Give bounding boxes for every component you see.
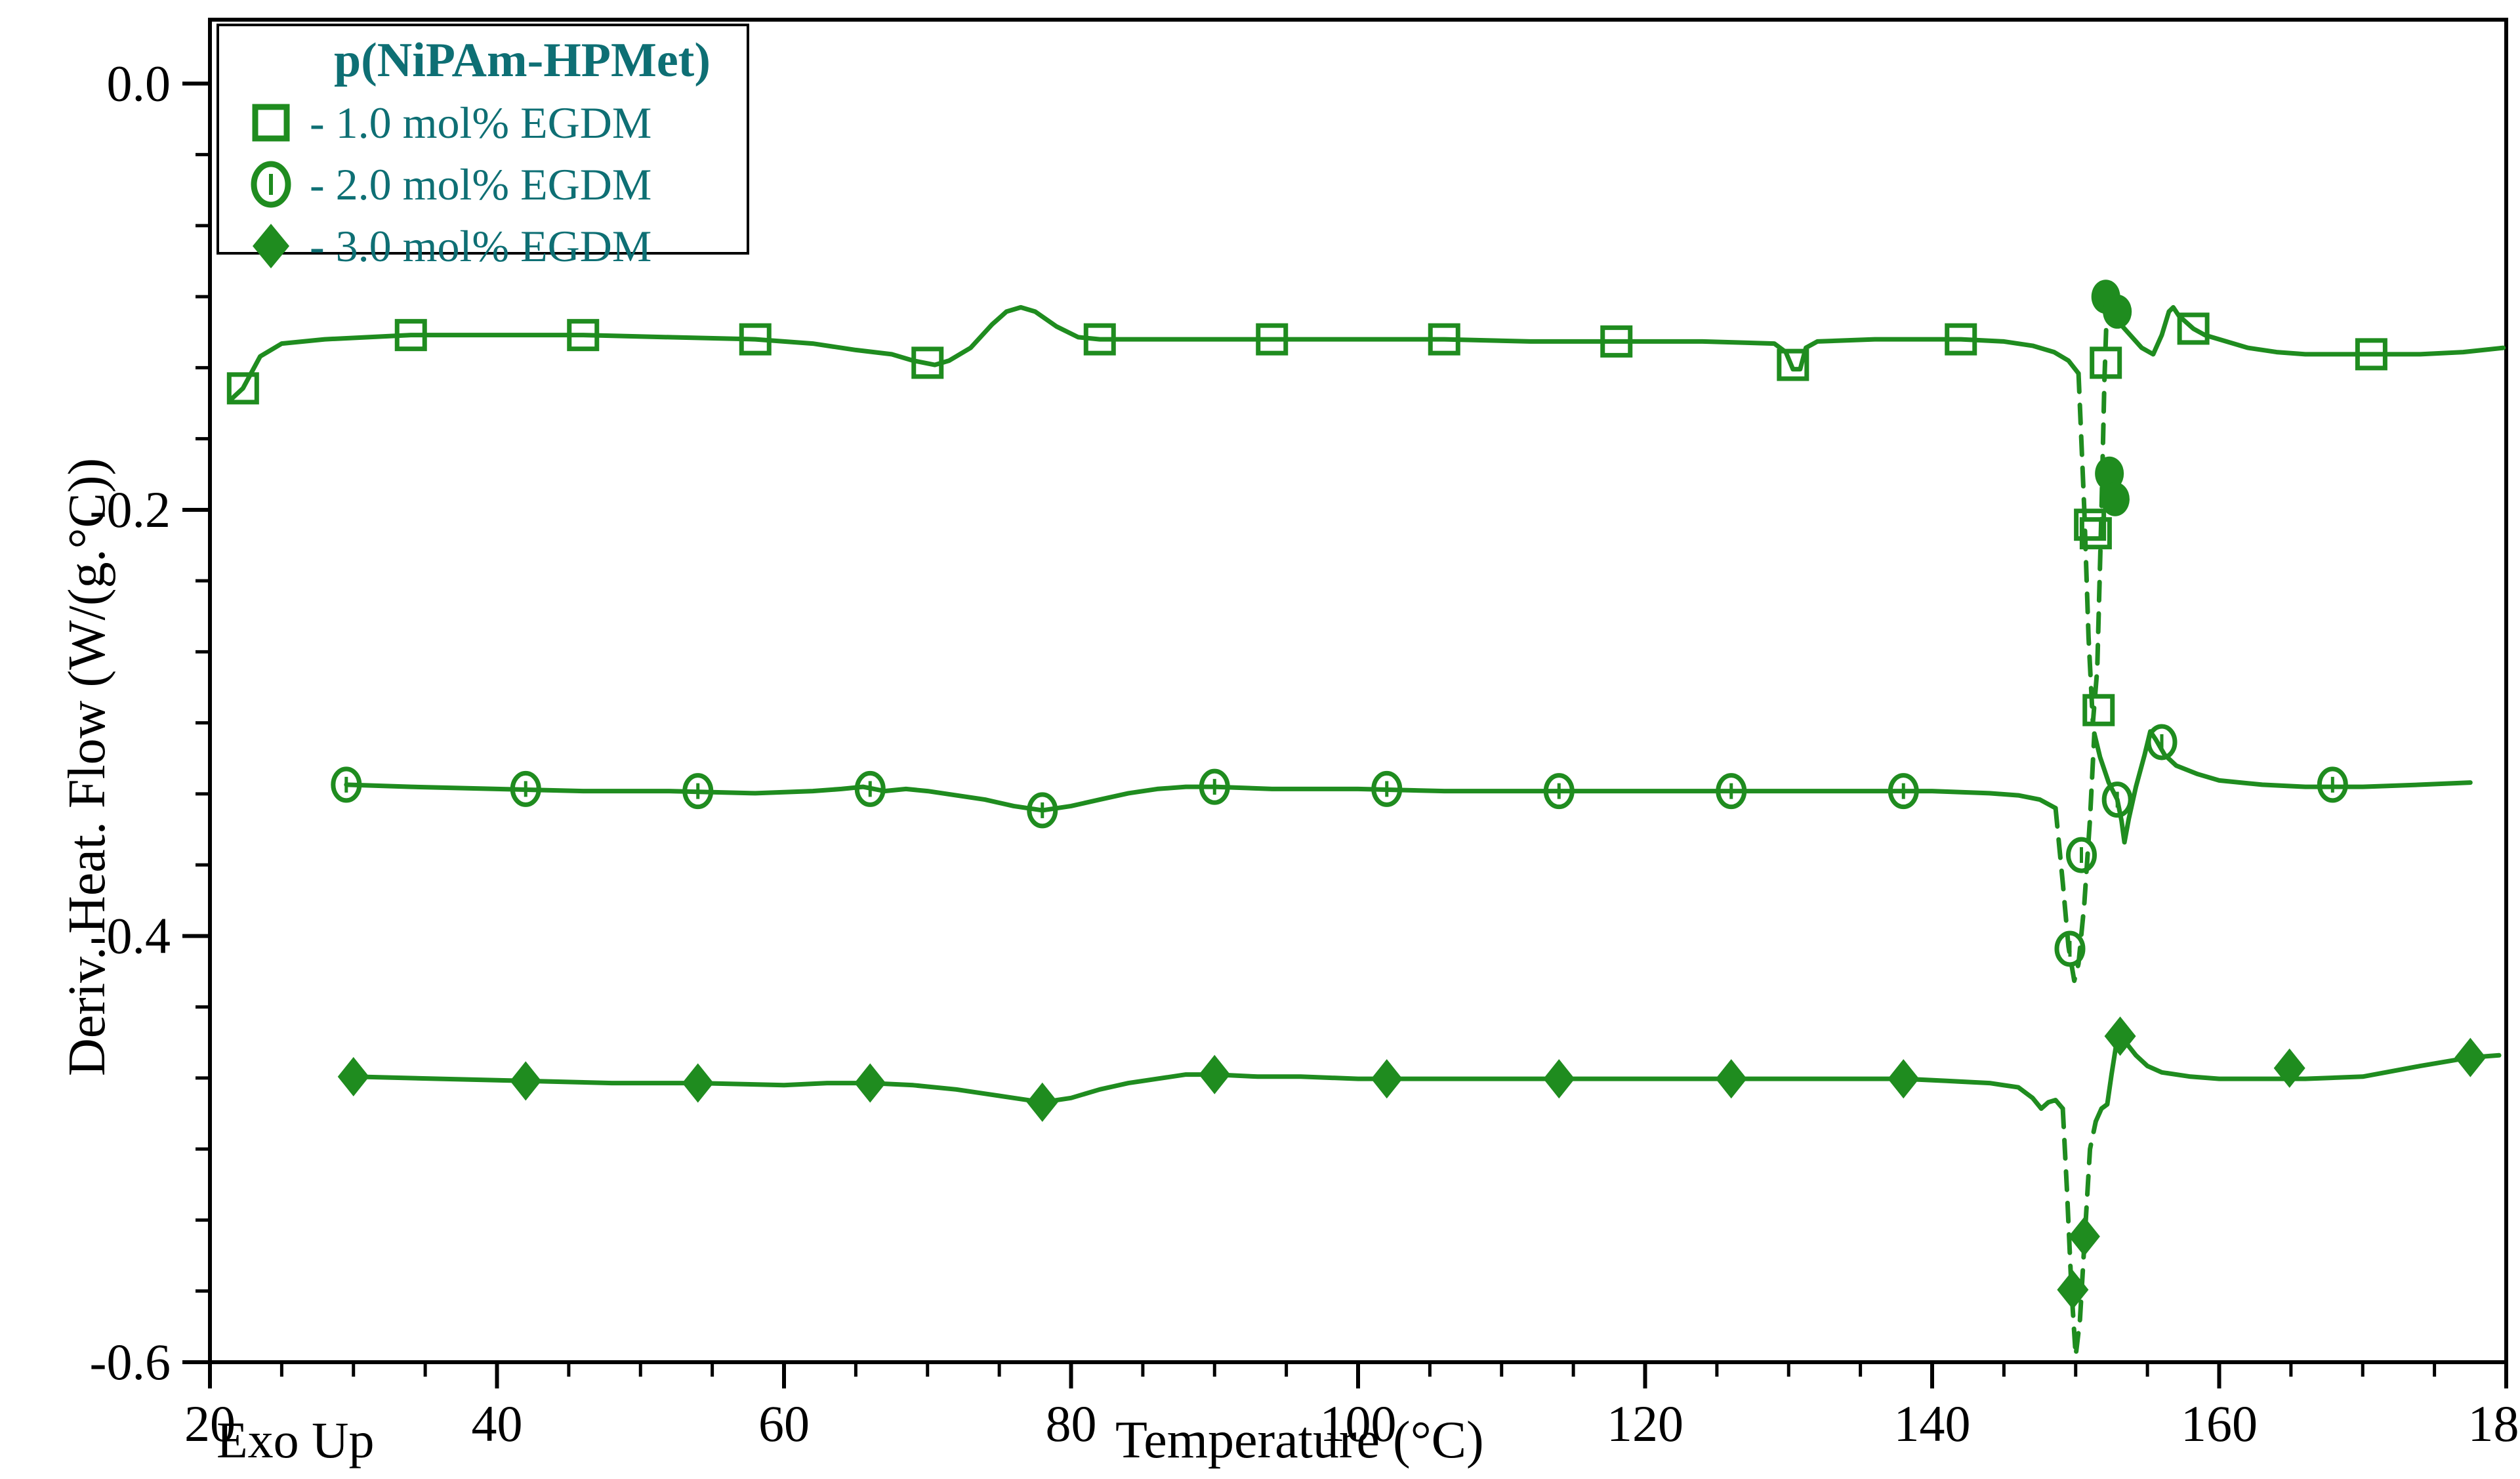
open-square-icon — [252, 104, 290, 142]
series-markers — [226, 280, 2487, 1310]
open-circle-marker — [1716, 773, 1747, 810]
open-square-marker — [226, 372, 259, 405]
axis-tick-labels: 20 40 60 80 100 120 140 160 180 0.0 -0.2 -0.4 -0.6 — [90, 54, 2520, 1452]
filled-diamond-marker — [1026, 1082, 1058, 1122]
open-square-marker — [394, 319, 427, 352]
filled-diamond-marker — [1199, 1054, 1231, 1094]
filled-diamond-icon — [253, 224, 289, 268]
open-square-marker — [1777, 348, 1809, 381]
legend-item-label: - 1.0 mol% EGDM — [310, 97, 652, 148]
filled-diamond-marker — [1888, 1059, 1920, 1099]
open-circle-marker — [2146, 724, 2178, 760]
legend-item-label: - 2.0 mol% EGDM — [310, 159, 652, 209]
x-tick-label: 120 — [1607, 1395, 1683, 1452]
open-circle-marker — [2054, 930, 2086, 967]
y-tick-label: -0.4 — [90, 907, 171, 964]
x-tick-label: 20 — [184, 1395, 236, 1452]
open-square-marker — [1600, 325, 1633, 358]
series-line-dashed — [2053, 731, 2097, 984]
y-tick-label: -0.6 — [90, 1333, 171, 1390]
series-line-solid — [2105, 294, 2506, 357]
open-circle-marker — [331, 766, 362, 803]
filled-diamond-marker — [337, 1056, 369, 1096]
filled-diamond-marker — [854, 1063, 886, 1103]
open-circle-bar-icon — [251, 161, 291, 208]
x-tick-label: 140 — [1894, 1395, 1971, 1452]
filled-diamond-marker — [2454, 1037, 2487, 1077]
y-tick-label: 0.0 — [107, 54, 171, 112]
x-tick-label: 180 — [2468, 1395, 2520, 1452]
legend-item-1-egdm: - 1.0 mol% EGDM — [249, 95, 747, 150]
axis-ticks — [182, 81, 2508, 1388]
filled-diamond-marker — [2104, 1016, 2136, 1056]
open-square-marker — [567, 319, 600, 352]
open-square-marker — [1945, 323, 1977, 356]
filled-dot-marker — [2103, 294, 2132, 329]
open-square-marker — [1083, 323, 1116, 356]
open-circle-marker — [682, 773, 714, 810]
exo-up-annotation: Exo Up — [217, 1411, 375, 1469]
filled-diamond-marker — [1715, 1059, 1747, 1099]
open-circle-marker — [1371, 770, 1403, 807]
filled-diamond-marker — [682, 1063, 714, 1103]
open-square-marker — [1428, 323, 1460, 356]
open-circle-marker — [1199, 768, 1230, 805]
filled-diamond-marker — [510, 1061, 542, 1101]
open-circle-marker — [854, 770, 886, 807]
x-tick-label: 40 — [472, 1395, 523, 1452]
filled-diamond-marker — [2068, 1217, 2100, 1257]
y-axis-title: Deriv. Heat. Flow (W/(g.°C)) — [58, 457, 116, 1076]
open-square-marker — [1256, 323, 1289, 356]
open-circle-marker — [2101, 781, 2133, 818]
filled-diamond-marker — [1543, 1059, 1575, 1099]
open-circle-marker — [1027, 792, 1058, 829]
series-line-solid — [344, 782, 2058, 813]
legend-title: p(NiPAm-HPMet) — [334, 33, 711, 87]
legend-item-label: - 3.0 mol% EGDM — [310, 220, 652, 271]
open-square-marker — [2355, 338, 2387, 371]
open-circle-marker — [510, 770, 541, 807]
legend-item-2-egdm: - 2.0 mol% EGDM — [249, 157, 747, 212]
open-square-marker — [739, 323, 772, 356]
x-tick-label: 100 — [1320, 1395, 1397, 1452]
open-circle-marker — [2066, 837, 2097, 873]
open-square-marker — [2177, 312, 2210, 345]
open-circle-marker — [2317, 766, 2348, 803]
y-tick-label: -0.2 — [90, 481, 171, 538]
open-square-marker — [911, 346, 944, 379]
series-line-dashed — [2060, 1106, 2098, 1358]
filled-diamond-marker — [2057, 1270, 2089, 1310]
filled-dot-marker — [2100, 482, 2130, 516]
open-circle-marker — [1888, 773, 1919, 810]
x-tick-label: 80 — [1046, 1395, 1097, 1452]
series-line-solid — [2093, 1033, 2502, 1124]
open-square-marker — [2079, 517, 2112, 550]
legend-item-3-egdm: - 3.0 mol% EGDM — [249, 219, 747, 274]
filled-diamond-marker — [2273, 1048, 2305, 1088]
filled-dot-marker — [2095, 456, 2124, 491]
legend-box: p(NiPAm-HPMet) - 1.0 mol% EGDM - 2.0 mol… — [217, 24, 749, 271]
series-line-solid — [229, 304, 2081, 402]
open-square-marker — [2090, 346, 2122, 379]
x-tick-label: 60 — [758, 1395, 810, 1452]
series-lines — [229, 294, 2506, 1358]
open-square-marker — [2074, 509, 2107, 541]
filled-diamond-marker — [1371, 1059, 1403, 1099]
x-axis-title: Temperature (°C) — [1115, 1411, 1484, 1469]
open-square-marker — [2082, 694, 2115, 726]
x-tick-label: 160 — [2181, 1395, 2258, 1452]
open-circle-marker — [1543, 773, 1575, 810]
